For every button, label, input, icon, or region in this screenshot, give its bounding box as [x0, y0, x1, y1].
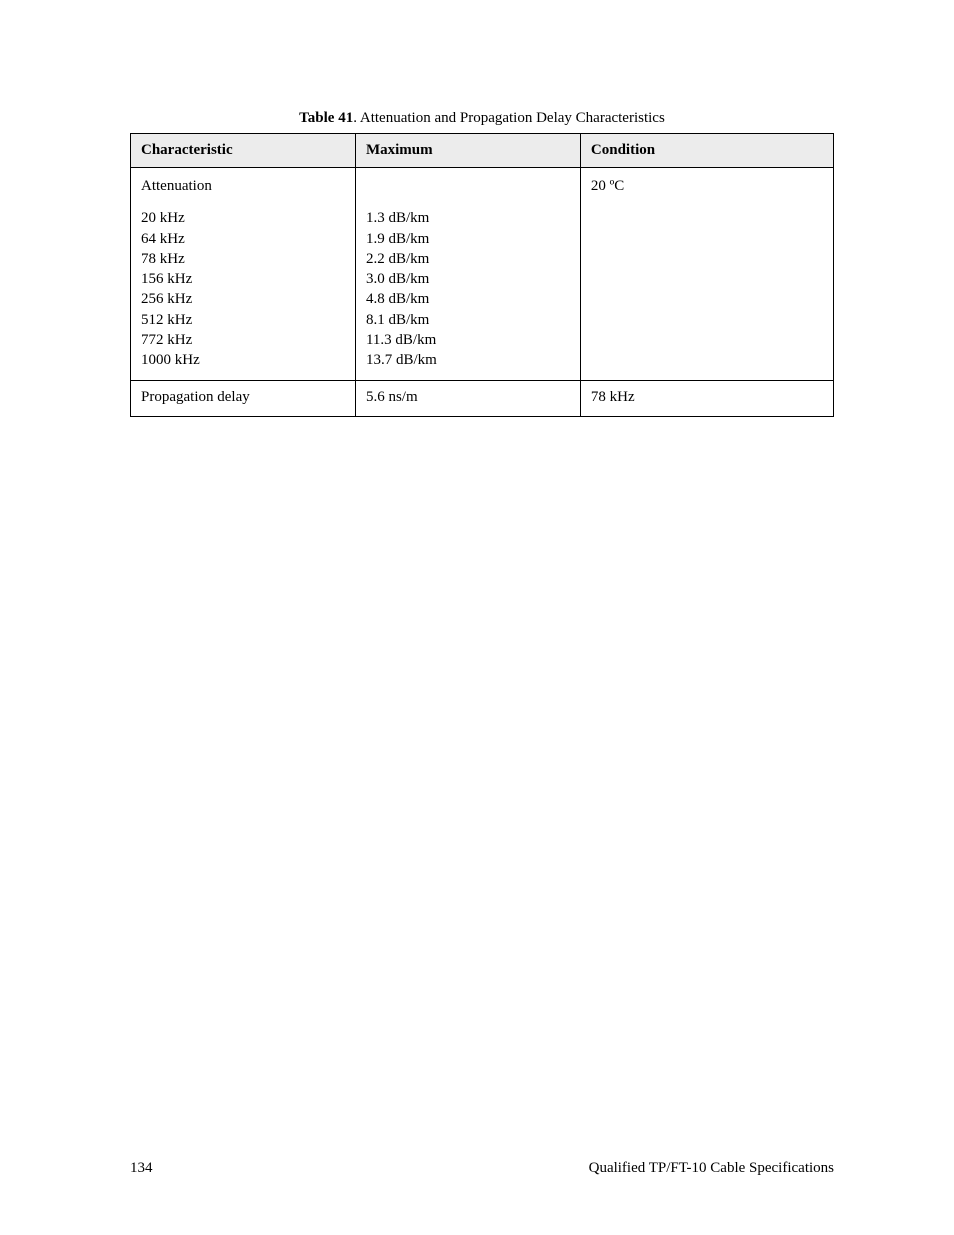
attenuation-condition: 20 ºC	[591, 178, 624, 194]
atten-value: 3.0 dB/km	[366, 269, 570, 289]
spacer	[366, 176, 570, 196]
attenuation-row: Attenuation 20 kHz 64 kHz 78 kHz 156 kHz…	[131, 168, 834, 381]
table-header-row: Characteristic Maximum Condition	[131, 134, 834, 168]
col-characteristic: Characteristic	[131, 134, 356, 168]
table-title: . Attenuation and Propagation Delay Char…	[353, 110, 665, 126]
attenuation-freq-list: 20 kHz 64 kHz 78 kHz 156 kHz 256 kHz 512…	[141, 208, 345, 370]
table-number: Table 41	[299, 110, 353, 126]
atten-value: 1.9 dB/km	[366, 229, 570, 249]
attenuation-maximum-cell: 1.3 dB/km 1.9 dB/km 2.2 dB/km 3.0 dB/km …	[355, 168, 580, 381]
table-caption: Table 41. Attenuation and Propagation De…	[130, 110, 834, 127]
atten-value: 2.2 dB/km	[366, 249, 570, 269]
document-page: Table 41. Attenuation and Propagation De…	[0, 0, 954, 1235]
atten-value: 8.1 dB/km	[366, 310, 570, 330]
attenuation-value-list: 1.3 dB/km 1.9 dB/km 2.2 dB/km 3.0 dB/km …	[366, 208, 570, 370]
propagation-label: Propagation delay	[131, 381, 356, 417]
col-condition: Condition	[580, 134, 833, 168]
section-title: Qualified TP/FT-10 Cable Specifications	[589, 1160, 834, 1177]
spec-table: Characteristic Maximum Condition Attenua…	[130, 133, 834, 417]
atten-freq: 772 kHz	[141, 330, 345, 350]
propagation-row: Propagation delay 5.6 ns/m 78 kHz	[131, 381, 834, 417]
atten-freq: 156 kHz	[141, 269, 345, 289]
atten-freq: 78 kHz	[141, 249, 345, 269]
atten-value: 11.3 dB/km	[366, 330, 570, 350]
atten-freq: 20 kHz	[141, 208, 345, 228]
attenuation-characteristic-cell: Attenuation 20 kHz 64 kHz 78 kHz 156 kHz…	[131, 168, 356, 381]
atten-value: 4.8 dB/km	[366, 289, 570, 309]
atten-freq: 64 kHz	[141, 229, 345, 249]
page-number: 134	[130, 1160, 153, 1177]
propagation-value: 5.6 ns/m	[355, 381, 580, 417]
attenuation-label: Attenuation	[141, 176, 345, 196]
atten-freq: 1000 kHz	[141, 350, 345, 370]
atten-freq: 256 kHz	[141, 289, 345, 309]
attenuation-condition-cell: 20 ºC	[580, 168, 833, 381]
col-maximum: Maximum	[355, 134, 580, 168]
atten-freq: 512 kHz	[141, 310, 345, 330]
propagation-condition: 78 kHz	[580, 381, 833, 417]
page-footer: 134 Qualified TP/FT-10 Cable Specificati…	[130, 1160, 834, 1177]
atten-value: 13.7 dB/km	[366, 350, 570, 370]
atten-value: 1.3 dB/km	[366, 208, 570, 228]
